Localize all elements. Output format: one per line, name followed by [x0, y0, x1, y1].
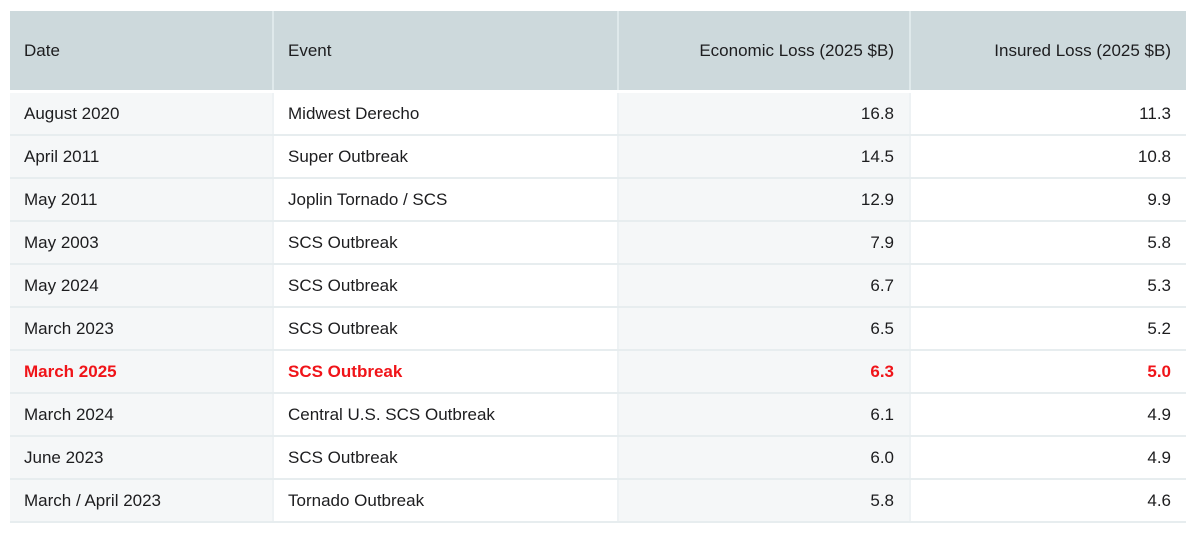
cell-insured-loss: 4.9 — [909, 436, 1186, 480]
cell-insured-loss: 10.8 — [909, 135, 1186, 179]
cell-event: Tornado Outbreak — [272, 479, 618, 523]
cell-economic-loss: 5.8 — [617, 479, 910, 523]
column-header-insured-loss: Insured Loss (2025 $B) — [909, 11, 1186, 93]
cell-event: SCS Outbreak — [272, 307, 618, 351]
cell-date: March 2023 — [10, 307, 273, 351]
header-row: Date Event Economic Loss (2025 $B) Insur… — [10, 11, 1186, 93]
table-row: March 2023 SCS Outbreak 6.5 5.2 — [10, 307, 1186, 351]
table-row-highlighted: March 2025 SCS Outbreak 6.3 5.0 — [10, 350, 1186, 394]
cell-economic-loss: 6.0 — [617, 436, 910, 480]
table-row: June 2023 SCS Outbreak 6.0 4.9 — [10, 436, 1186, 480]
cell-insured-loss: 11.3 — [909, 91, 1186, 136]
cell-event: Central U.S. SCS Outbreak — [272, 393, 618, 437]
cell-economic-loss: 14.5 — [617, 135, 910, 179]
cell-event: SCS Outbreak — [272, 264, 618, 308]
table-body: August 2020 Midwest Derecho 16.8 11.3 Ap… — [10, 91, 1186, 523]
cell-insured-loss: 5.0 — [909, 350, 1186, 394]
table-row: May 2003 SCS Outbreak 7.9 5.8 — [10, 221, 1186, 265]
cell-date: August 2020 — [10, 91, 273, 136]
cell-economic-loss: 7.9 — [617, 221, 910, 265]
cell-event: Midwest Derecho — [272, 91, 618, 136]
table-header: Date Event Economic Loss (2025 $B) Insur… — [10, 11, 1186, 93]
column-header-economic-loss: Economic Loss (2025 $B) — [617, 11, 910, 93]
cell-event: Super Outbreak — [272, 135, 618, 179]
table-row: May 2011 Joplin Tornado / SCS 12.9 9.9 — [10, 178, 1186, 222]
cell-date: May 2024 — [10, 264, 273, 308]
column-header-date: Date — [10, 11, 273, 93]
cell-date: May 2003 — [10, 221, 273, 265]
cell-economic-loss: 6.5 — [617, 307, 910, 351]
table-row: April 2011 Super Outbreak 14.5 10.8 — [10, 135, 1186, 179]
cell-date: May 2011 — [10, 178, 273, 222]
cell-economic-loss: 16.8 — [617, 91, 910, 136]
cell-date: April 2011 — [10, 135, 273, 179]
table-row: August 2020 Midwest Derecho 16.8 11.3 — [10, 91, 1186, 136]
table-container: Date Event Economic Loss (2025 $B) Insur… — [10, 11, 1186, 523]
cell-economic-loss: 12.9 — [617, 178, 910, 222]
cell-event: Joplin Tornado / SCS — [272, 178, 618, 222]
cell-event: SCS Outbreak — [272, 350, 618, 394]
table-row: March / April 2023 Tornado Outbreak 5.8 … — [10, 479, 1186, 523]
cell-date: March 2025 — [10, 350, 273, 394]
cell-event: SCS Outbreak — [272, 436, 618, 480]
cell-insured-loss: 9.9 — [909, 178, 1186, 222]
cell-economic-loss: 6.3 — [617, 350, 910, 394]
cell-economic-loss: 6.1 — [617, 393, 910, 437]
cell-date: March / April 2023 — [10, 479, 273, 523]
cell-date: March 2024 — [10, 393, 273, 437]
column-header-event: Event — [272, 11, 618, 93]
cell-insured-loss: 5.3 — [909, 264, 1186, 308]
cell-economic-loss: 6.7 — [617, 264, 910, 308]
cell-insured-loss: 5.8 — [909, 221, 1186, 265]
table-row: May 2024 SCS Outbreak 6.7 5.3 — [10, 264, 1186, 308]
cell-event: SCS Outbreak — [272, 221, 618, 265]
cell-insured-loss: 4.9 — [909, 393, 1186, 437]
table-row: March 2024 Central U.S. SCS Outbreak 6.1… — [10, 393, 1186, 437]
cell-insured-loss: 5.2 — [909, 307, 1186, 351]
severe-storm-loss-table: Date Event Economic Loss (2025 $B) Insur… — [10, 11, 1186, 523]
cell-date: June 2023 — [10, 436, 273, 480]
cell-insured-loss: 4.6 — [909, 479, 1186, 523]
